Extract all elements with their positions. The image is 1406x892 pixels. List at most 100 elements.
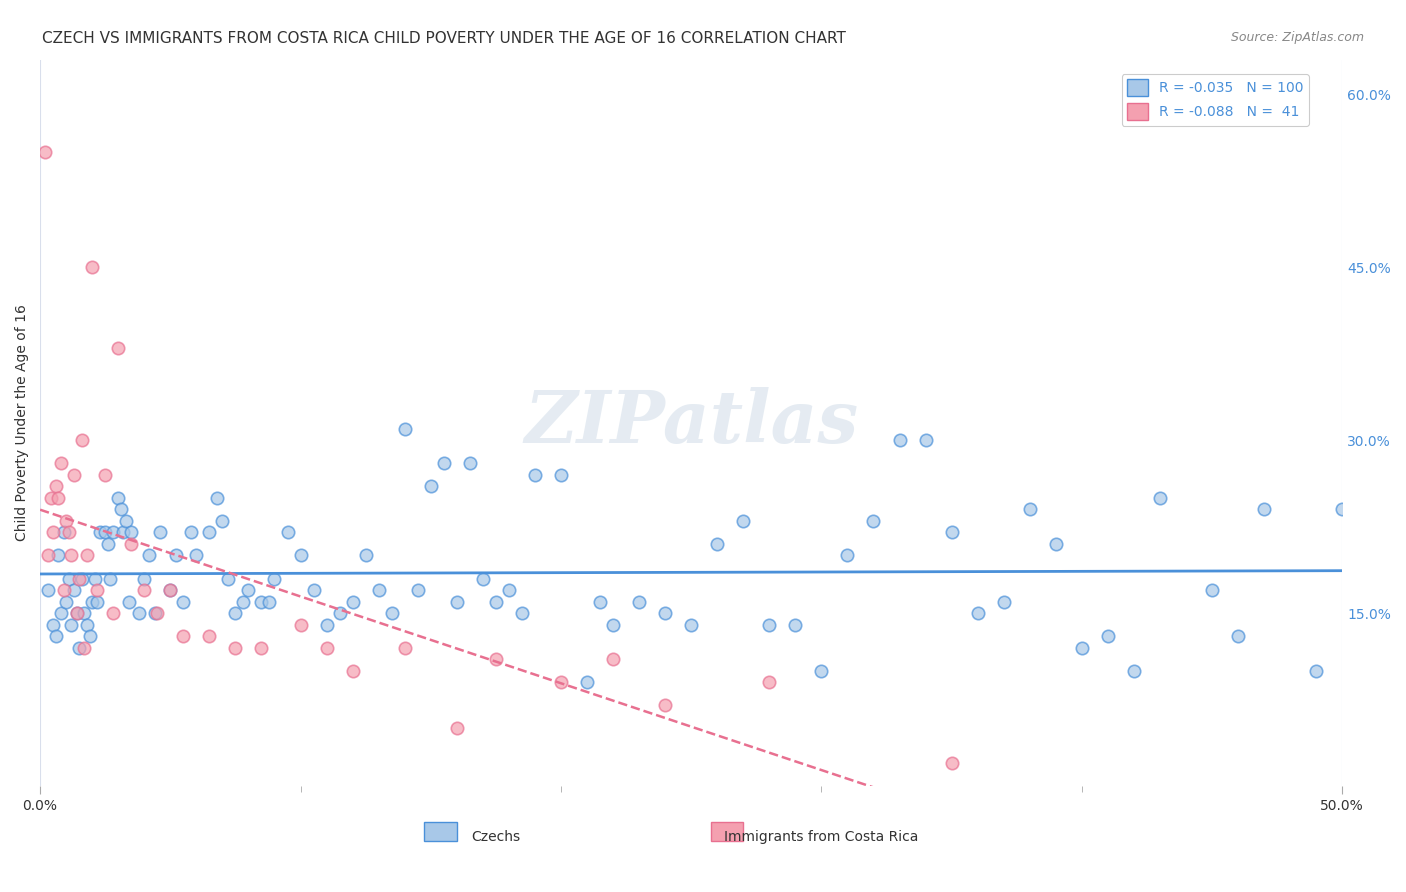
Text: ZIPatlas: ZIPatlas [524,387,858,458]
Point [143,606,166,620]
Point [941,756,963,770]
Point [446,594,468,608]
Point [342,594,364,608]
Point [1305,664,1327,678]
Point [107,341,129,355]
Point [433,456,456,470]
Point [134,583,156,598]
Point [172,594,194,608]
Point [37,549,59,563]
Point [681,617,703,632]
Point [367,583,389,598]
Point [628,594,651,608]
Point [758,675,780,690]
Point [837,549,859,563]
Point [60,617,83,632]
Point [60,549,83,563]
Point [52,525,75,540]
Point [419,479,441,493]
Legend: R = -0.035   N = 100, R = -0.088   N =  41: R = -0.035 N = 100, R = -0.088 N = 41 [1122,74,1309,126]
Point [510,606,533,620]
Point [315,640,337,655]
Point [42,525,65,540]
Point [589,594,612,608]
Point [65,606,87,620]
Point [49,606,72,620]
Point [342,664,364,678]
Point [654,606,676,620]
Point [134,572,156,586]
Point [224,640,246,655]
Point [232,594,254,608]
Point [110,502,132,516]
Point [73,640,96,655]
Point [485,652,508,666]
Point [250,640,273,655]
Point [290,549,312,563]
Point [89,525,111,540]
Point [602,652,624,666]
Point [107,491,129,505]
Point [302,583,325,598]
Point [941,525,963,540]
Point [46,491,69,505]
Point [46,549,69,563]
Text: Source: ZipAtlas.com: Source: ZipAtlas.com [1230,31,1364,45]
Point [70,433,93,447]
Point [45,629,67,643]
Point [55,514,77,528]
Point [862,514,884,528]
Point [1045,537,1067,551]
Point [329,606,352,620]
Point [159,583,181,598]
Point [1331,502,1354,516]
Point [315,617,337,632]
Point [205,491,228,505]
Point [83,572,105,586]
Point [211,514,233,528]
Point [394,422,416,436]
Point [138,549,160,563]
Point [101,525,124,540]
Point [198,629,221,643]
Point [550,467,572,482]
Point [97,537,120,551]
Text: CZECH VS IMMIGRANTS FROM COSTA RICA CHILD POVERTY UNDER THE AGE OF 16 CORRELATIO: CZECH VS IMMIGRANTS FROM COSTA RICA CHIL… [42,31,846,46]
Point [55,594,77,608]
Point [217,572,239,586]
Point [1097,629,1119,643]
Point [1018,502,1040,516]
Point [165,549,187,563]
Point [45,479,67,493]
Point [100,572,122,586]
Point [1227,629,1250,643]
Point [58,525,80,540]
Point [82,260,104,275]
Point [966,606,988,620]
Point [58,572,80,586]
Point [86,583,108,598]
Point [67,572,90,586]
Point [120,537,142,551]
Point [263,572,285,586]
Point [146,606,169,620]
Point [172,629,194,643]
Point [471,572,494,586]
Point [485,594,508,608]
Point [198,525,221,540]
Point [180,525,202,540]
Point [49,456,72,470]
Point [73,606,96,620]
FancyBboxPatch shape [710,822,744,840]
Point [733,514,755,528]
Point [550,675,572,690]
Point [523,467,546,482]
Point [101,606,124,620]
Point [446,722,468,736]
Point [94,525,117,540]
Point [42,617,65,632]
Point [34,145,56,159]
Point [65,606,87,620]
Point [354,549,377,563]
Point [94,467,117,482]
